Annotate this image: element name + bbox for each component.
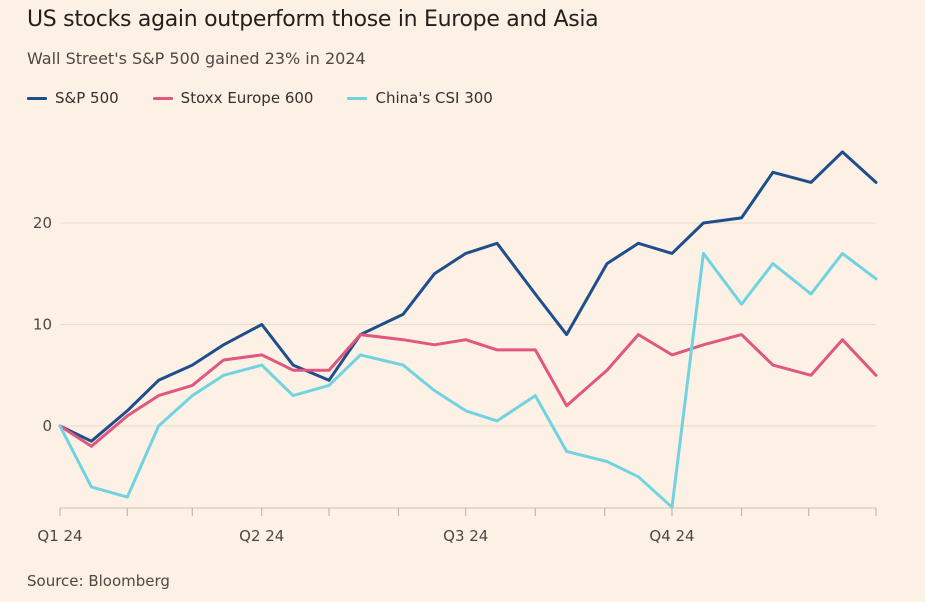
x-tick-label-3: Q4 24 [649,527,694,545]
x-tick-label-2: Q3 24 [443,527,488,545]
y-tick-label-10: 10 [33,316,52,334]
x-tick-label-1: Q2 24 [239,527,284,545]
chart-page: US stocks again outperform those in Euro… [0,0,925,602]
series-line-0 [60,152,876,441]
line-chart: 0 10 20 Q1 24 Q2 24 Q3 24 Q4 24 [0,0,925,602]
series-line-1 [60,335,876,447]
series-line-2 [60,253,876,507]
y-tick-label-20: 20 [33,214,52,232]
y-tick-label-0: 0 [42,417,52,435]
x-tick-label-0: Q1 24 [37,527,82,545]
source-note: Source: Bloomberg [27,572,170,590]
